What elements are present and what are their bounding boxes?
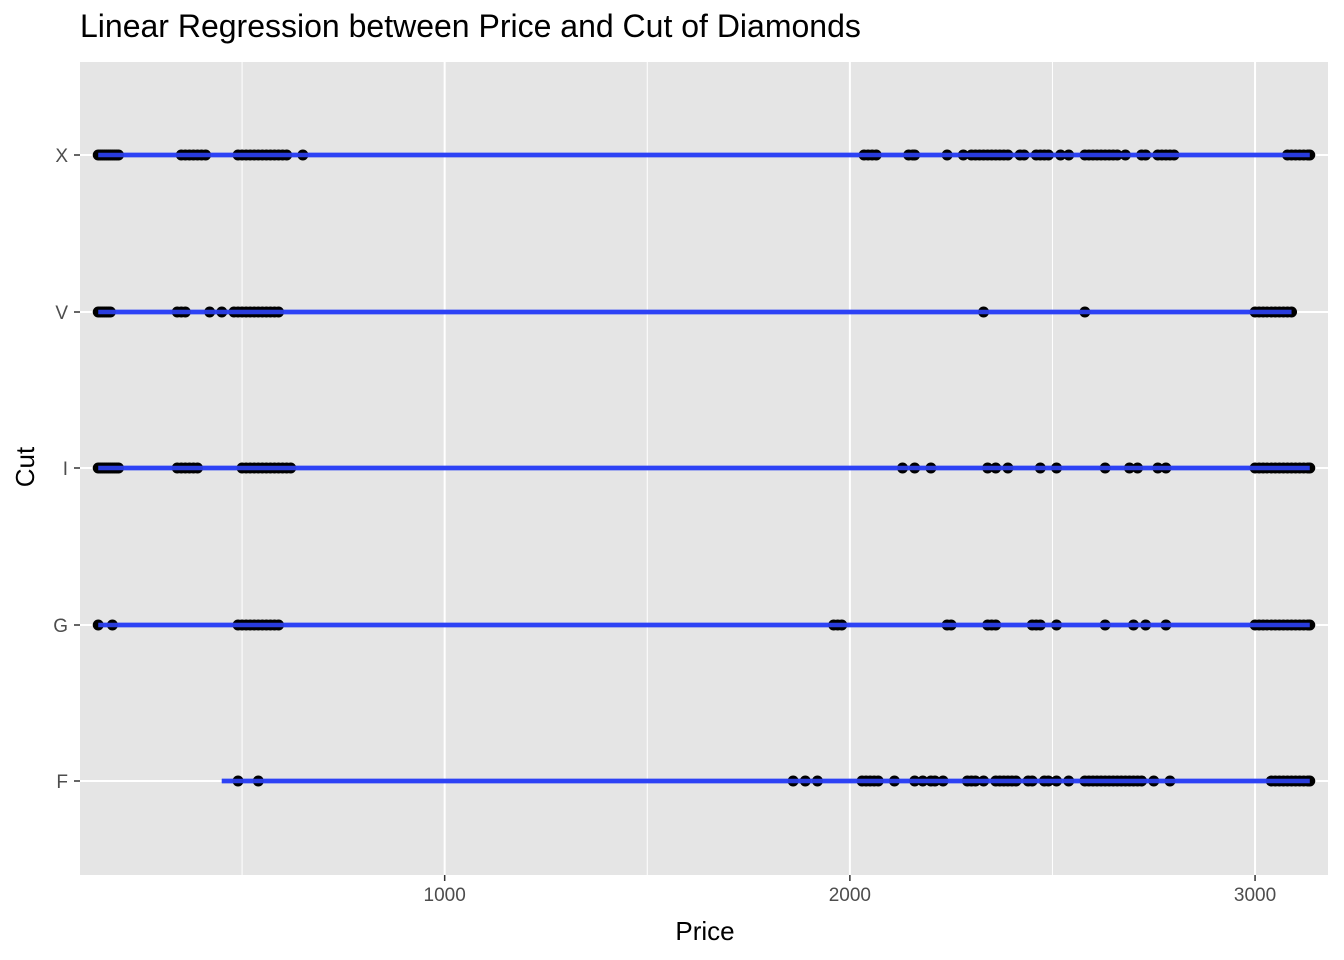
x-tick-label: 1000 [424, 885, 466, 906]
y-tick-label: F [56, 772, 68, 793]
x-tick-label: 2000 [829, 885, 871, 906]
chart-title: Linear Regression between Price and Cut … [80, 8, 861, 44]
y-tick-label: X [55, 146, 68, 167]
x-tick-label: 3000 [1234, 885, 1276, 906]
y-tick-label: I [63, 459, 68, 480]
y-axis-title: Cut [10, 446, 40, 487]
y-tick-label: G [53, 616, 68, 637]
x-axis-title: Price [675, 916, 734, 946]
y-tick-label: V [55, 303, 68, 324]
axes: 1000 2000 3000 F G I V X [53, 146, 1276, 906]
